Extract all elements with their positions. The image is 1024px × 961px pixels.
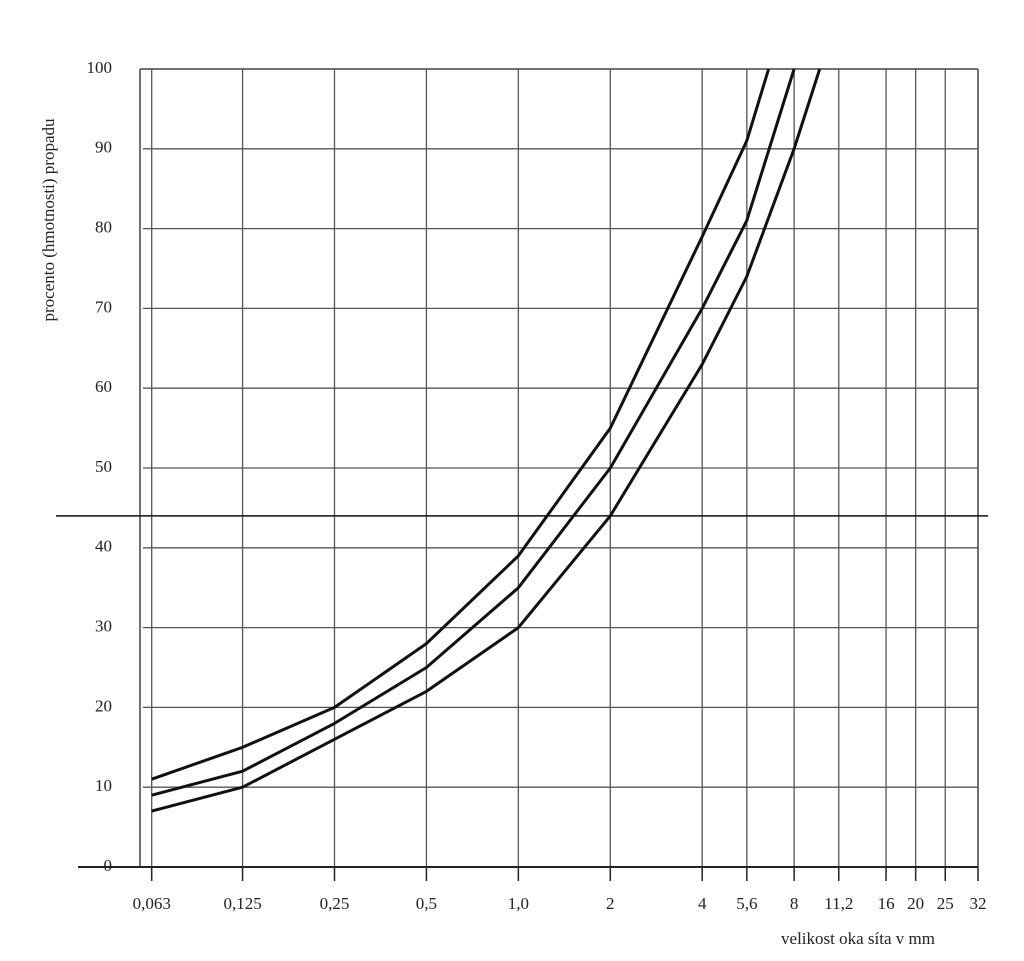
y-tick-label: 10 [95, 776, 112, 795]
grading-curve [151, 68, 822, 813]
x-tick-label: 0,25 [320, 894, 350, 913]
x-tick-label: 0,125 [223, 894, 261, 913]
x-tick-label: 16 [878, 894, 895, 913]
y-tick-label: 60 [95, 377, 112, 396]
y-tick-label: 40 [95, 537, 112, 556]
x-tick-label: 2 [606, 894, 615, 913]
y-tick-label: 30 [95, 617, 112, 636]
y-tick-label: 20 [95, 696, 112, 715]
x-tick-label: 5,6 [736, 894, 757, 913]
y-tick-label: 70 [95, 297, 112, 316]
y-tick-label: 0 [104, 856, 113, 875]
y-tick-label: 50 [95, 457, 112, 476]
x-tick-label: 0,063 [133, 894, 171, 913]
x-axis-title: velikost oka síta v mm [781, 929, 935, 948]
y-tick-label: 80 [95, 218, 112, 237]
x-tick-label: 4 [698, 894, 707, 913]
x-tick-label: 20 [907, 894, 924, 913]
y-tick-label: 100 [87, 58, 113, 77]
grading-curve [151, 68, 796, 797]
x-tick-label: 32 [970, 894, 987, 913]
x-tick-label: 25 [937, 894, 954, 913]
x-tick-label: 11,2 [824, 894, 853, 913]
y-tick-label: 90 [95, 138, 112, 157]
y-axis-title: procento (hmotnosti) propadu [39, 118, 58, 322]
x-tick-label: 0,5 [416, 894, 437, 913]
x-tick-label: 8 [790, 894, 799, 913]
x-tick-label: 1,0 [508, 894, 529, 913]
grading-curve [151, 68, 771, 781]
